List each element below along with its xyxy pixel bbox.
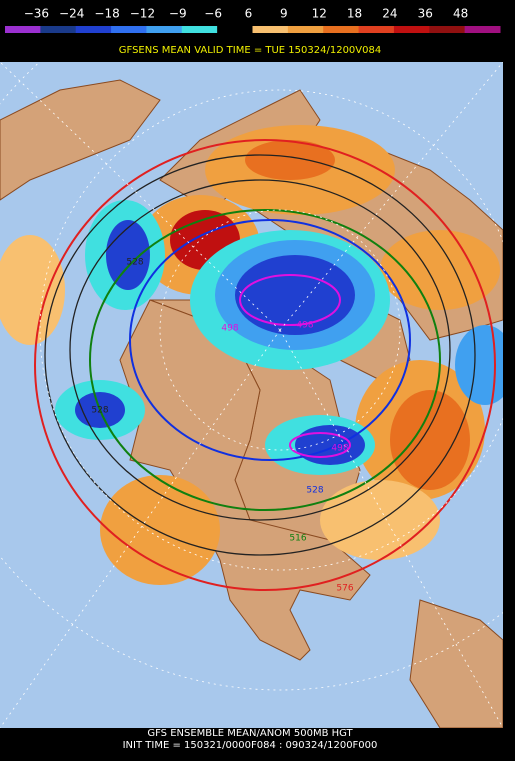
colorbar-swatch [111, 26, 147, 33]
colorbar-label: 24 [382, 7, 397, 21]
colorbar: −36 −24 −18 −12 −9 −6 6 9 12 18 24 36 48 [5, 7, 501, 33]
map: 528 528 498 498 498 528 576 516 [0, 62, 503, 728]
contour-labels: 528 528 498 498 498 528 576 516 [91, 258, 353, 594]
colorbar-swatch [146, 26, 183, 33]
colorbar-label: −24 [59, 7, 84, 21]
colorbar-swatch [40, 26, 77, 33]
graticule [0, 62, 503, 728]
colorbar-label: 12 [312, 7, 327, 21]
colorbar-label: −12 [130, 7, 155, 21]
colorbar-label: −36 [24, 7, 49, 21]
colorbar-swatch [429, 26, 466, 33]
colorbar-label: −9 [169, 7, 187, 21]
contour-label: 516 [289, 534, 306, 544]
contour-label: 528 [306, 486, 323, 496]
anomalies [0, 125, 503, 585]
footer-line: INIT TIME = 150321/0000F084 : 090324/120… [123, 740, 378, 751]
footer-line: GFS ENSEMBLE MEAN/ANOM 500MB HGT [147, 728, 353, 739]
title: GFSENS MEAN VALID TIME = TUE 150324/1200… [119, 45, 381, 56]
colorbar-swatch [252, 26, 289, 33]
colorbar-label: 48 [453, 7, 468, 21]
contour-label: 498 [221, 324, 238, 334]
colorbar-swatch [287, 26, 324, 33]
contour-label: 576 [336, 584, 353, 594]
colorbar-swatch [358, 26, 395, 33]
colorbar-label: 18 [347, 7, 362, 21]
colorbar-label: 9 [280, 7, 288, 21]
colorbar-label: 36 [418, 7, 433, 21]
colorbar-swatch [217, 26, 253, 33]
colorbar-label: 6 [245, 7, 253, 21]
colorbar-swatch [5, 26, 41, 33]
colorbar-swatch [323, 26, 360, 33]
colorbar-swatch [464, 26, 501, 33]
contours [34, 139, 496, 591]
colorbar-swatch [75, 26, 112, 33]
contour-label: 528 [91, 406, 108, 416]
colorbar-label: −18 [94, 7, 119, 21]
colorbar-swatch [393, 26, 430, 33]
contour-label: 498 [331, 444, 348, 454]
contour-label: 498 [296, 321, 313, 331]
colorbar-swatch [181, 26, 218, 33]
contour-label: 528 [126, 258, 143, 268]
colorbar-label: −6 [204, 7, 222, 21]
